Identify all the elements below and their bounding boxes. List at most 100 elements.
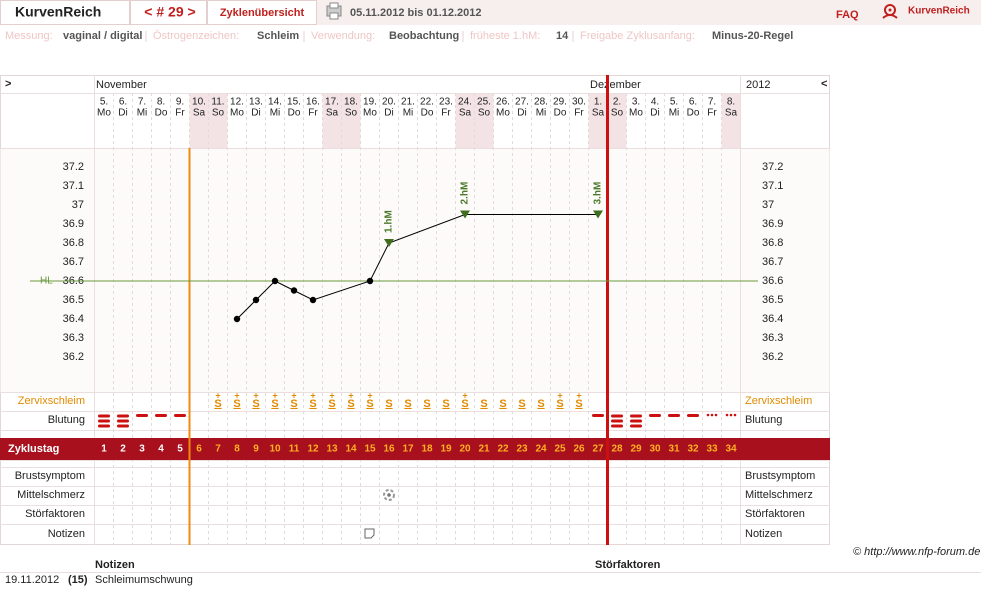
day-date: 16. (306, 97, 320, 108)
day-date: 15. (287, 97, 301, 108)
bleeding-icon (611, 419, 623, 423)
cycle-nav[interactable]: < # 29 > (144, 4, 195, 20)
day-weekday: So (212, 108, 225, 119)
day-weekday: Di (650, 108, 659, 119)
year: 2012 (746, 79, 770, 91)
cycle-day: 10 (269, 444, 281, 455)
mucus-mark: + (253, 390, 258, 400)
day-date: 11. (211, 97, 224, 108)
cycle-day: 16 (383, 444, 395, 455)
day-date: 4. (651, 97, 659, 108)
y-tick-label: 37.1 (63, 180, 84, 192)
day-date: 19. (363, 97, 377, 108)
day-weekday: Sa (326, 108, 339, 119)
mucus-symbol: S (518, 398, 525, 410)
day-date: 3. (632, 97, 640, 108)
info-label: Freigabe Zyklusanfang: (580, 30, 695, 42)
day-weekday: Do (421, 108, 434, 119)
day-weekday: Di (384, 108, 393, 119)
row-label: Zyklustag (8, 443, 59, 455)
bleeding-icon (117, 414, 129, 418)
day-weekday: Mi (403, 108, 414, 119)
row-label: Störfaktoren (25, 508, 85, 520)
pain-icon (387, 493, 391, 497)
day-date: 29. (553, 97, 567, 108)
weekend-shade (474, 93, 494, 148)
cycle-day: 6 (196, 444, 202, 455)
logo-icon (882, 4, 898, 19)
overview-box[interactable] (207, 0, 317, 25)
day-weekday: Fr (441, 108, 451, 119)
point (366, 277, 374, 285)
mucus-mark: + (310, 390, 315, 400)
note-text: Schleimumschwung (95, 574, 193, 586)
mucus-symbol: S (575, 398, 582, 410)
bleeding-icon (630, 419, 642, 423)
nav-box[interactable] (130, 0, 207, 25)
brand: KurvenReich (15, 4, 101, 20)
day-weekday: Sa (725, 108, 738, 119)
mucus-mark: + (557, 390, 562, 400)
bleeding-icon (706, 413, 710, 417)
note-day: (15) (68, 574, 88, 586)
mucus-symbol: S (252, 398, 259, 410)
mucus-mark: + (215, 390, 220, 400)
bleeding-icon (98, 424, 110, 428)
cycle-day: 13 (326, 444, 338, 455)
weekend-shade (322, 93, 342, 148)
y-tick-label: 36.4 (63, 313, 84, 325)
note-date: 19.11.2012 (5, 574, 59, 586)
row-label-right: Mittelschmerz (745, 489, 813, 501)
printer-icon[interactable] (326, 2, 342, 20)
day-date: 12. (230, 97, 244, 108)
y-tick-label-right: 36.7 (762, 256, 783, 268)
date-range: 05.11.2012 bis 01.12.2012 (350, 7, 482, 19)
info-value: Schleim (257, 30, 299, 42)
mucus-symbol: S (556, 398, 563, 410)
day-weekday: Do (554, 108, 567, 119)
cycle-day: 19 (440, 444, 452, 455)
y-tick-label: 36.8 (63, 237, 84, 249)
day-weekday: Di (517, 108, 526, 119)
notes-head: Notizen (95, 559, 135, 571)
day-weekday: Fr (308, 108, 318, 119)
day-weekday: Mo (496, 108, 510, 119)
bleeding-icon (687, 414, 699, 417)
row-label: Zervixschleim (18, 395, 85, 407)
day-weekday: Di (118, 108, 127, 119)
faq-link[interactable]: FAQ (836, 9, 859, 21)
mucus-symbol: S (309, 398, 316, 410)
overview-link[interactable]: Zyklenübersicht (220, 7, 305, 19)
row-label-right: Brustsymptom (745, 470, 815, 482)
mucus-mark: + (272, 390, 277, 400)
y-tick-label-right: 37.1 (762, 180, 783, 192)
bleeding-icon (668, 414, 680, 417)
y-tick-label-right: 36.2 (762, 351, 783, 363)
cycle-day: 7 (215, 444, 221, 455)
bleeding-icon (714, 413, 718, 417)
day-date: 2. (613, 97, 621, 108)
mucus-mark: + (329, 390, 334, 400)
y-tick-label: 37 (72, 199, 84, 211)
point (309, 296, 317, 304)
day-date: 9. (176, 97, 184, 108)
bleeding-icon (117, 424, 129, 428)
y-tick-label-right: 36.5 (762, 294, 783, 306)
weekend-shade (607, 93, 627, 148)
cycle-day: 28 (611, 444, 623, 455)
nav-next: < (821, 78, 827, 90)
cycle-day: 33 (706, 444, 718, 455)
day-weekday: Mo (97, 108, 111, 119)
bleeding-icon (630, 414, 642, 418)
day-date: 5. (670, 97, 678, 108)
mucus-mark: + (367, 390, 372, 400)
day-weekday: Mi (270, 108, 281, 119)
mucus-mark: + (291, 390, 296, 400)
weekend-shade (208, 93, 228, 148)
weekend-shade (588, 93, 608, 148)
cycle-day-row (0, 438, 830, 460)
day-date: 6. (119, 97, 127, 108)
bleeding-icon (592, 414, 604, 417)
